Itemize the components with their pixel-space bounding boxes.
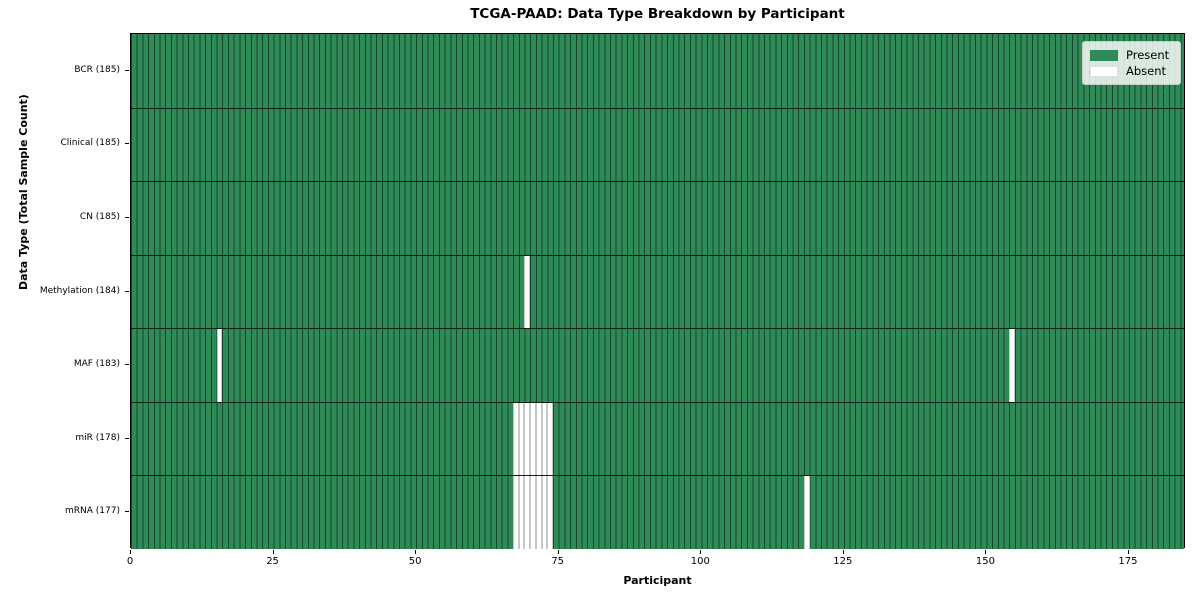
x-tick-mark: [842, 549, 844, 554]
absent-bar: [513, 476, 519, 549]
absent-bar: [513, 402, 519, 476]
y-tick-mark: [124, 511, 129, 513]
y-tick-mark: [124, 364, 129, 366]
y-tick-mark: [124, 69, 129, 71]
absent-bar: [524, 476, 531, 549]
x-axis-label: Participant: [623, 574, 692, 587]
x-tick-label: 25: [266, 556, 279, 567]
x-tick-mark: [700, 549, 702, 554]
y-tick-mark: [124, 216, 129, 218]
legend: Present Absent: [1082, 41, 1181, 85]
y-tick-label-BCR: BCR (185): [74, 64, 120, 75]
absent-bar: [530, 402, 536, 476]
y-tick-label-mRNA: mRNA (177): [65, 506, 120, 517]
legend-entry-absent: Absent: [1090, 63, 1173, 79]
y-tick-label-CN: CN (185): [79, 211, 120, 222]
x-tick-mark: [985, 549, 987, 554]
plot-area: [130, 33, 1185, 549]
legend-entry-present: Present: [1090, 47, 1173, 63]
matrix-row-Methylation: [131, 254, 1184, 329]
chart-title: TCGA-PAAD: Data Type Breakdown by Partic…: [470, 6, 845, 22]
absent-bar: [1009, 329, 1015, 402]
y-tick-label-Clinical: Clinical (185): [60, 138, 120, 149]
absent-bar: [535, 476, 542, 549]
absent-bar: [530, 476, 536, 549]
matrix-row-BCR: [131, 34, 1184, 108]
x-tick-mark: [130, 549, 131, 554]
x-tick-label: 50: [408, 556, 422, 567]
x-tick-mark: [415, 549, 417, 554]
matrix-row-Clinical: [131, 107, 1184, 182]
absent-bar: [524, 255, 531, 329]
absent-bar: [524, 402, 531, 476]
y-tick-label-miR: miR (178): [75, 432, 120, 443]
x-tick-label: 125: [833, 556, 853, 567]
x-tick-mark: [1127, 549, 1129, 554]
matrix-row-mRNA: [131, 475, 1184, 549]
x-tick-label: 150: [975, 556, 995, 567]
absent-bar: [518, 476, 525, 549]
matrix-row-CN: [131, 181, 1184, 255]
x-tick-mark: [557, 549, 559, 554]
absent-bar: [547, 402, 553, 476]
absent-bar: [518, 402, 525, 476]
x-tick-mark: [272, 549, 274, 554]
legend-label-present: Present: [1126, 48, 1170, 62]
x-tick-label: 100: [690, 556, 710, 567]
y-tick-mark: [124, 143, 129, 145]
matrix-row-miR: [131, 401, 1184, 476]
y-tick-mark: [124, 437, 129, 439]
legend-swatch-absent-icon: [1090, 65, 1118, 77]
absent-bar: [541, 402, 548, 476]
matrix-row-MAF: [131, 328, 1184, 402]
x-tick-label: 75: [551, 556, 565, 567]
y-tick-label-MAF: MAF (183): [73, 359, 120, 370]
legend-label-absent: Absent: [1126, 64, 1167, 78]
absent-bar: [803, 476, 810, 549]
y-tick-label-Methylation: Methylation (184): [39, 285, 120, 296]
absent-bar: [547, 476, 553, 549]
y-tick-mark: [124, 290, 129, 292]
x-tick-label: 175: [1118, 556, 1138, 567]
x-tick-label: 0: [126, 556, 134, 567]
legend-swatch-present-icon: [1090, 49, 1118, 61]
absent-bar: [535, 402, 542, 476]
absent-bar: [541, 476, 548, 549]
absent-bar: [216, 329, 223, 402]
